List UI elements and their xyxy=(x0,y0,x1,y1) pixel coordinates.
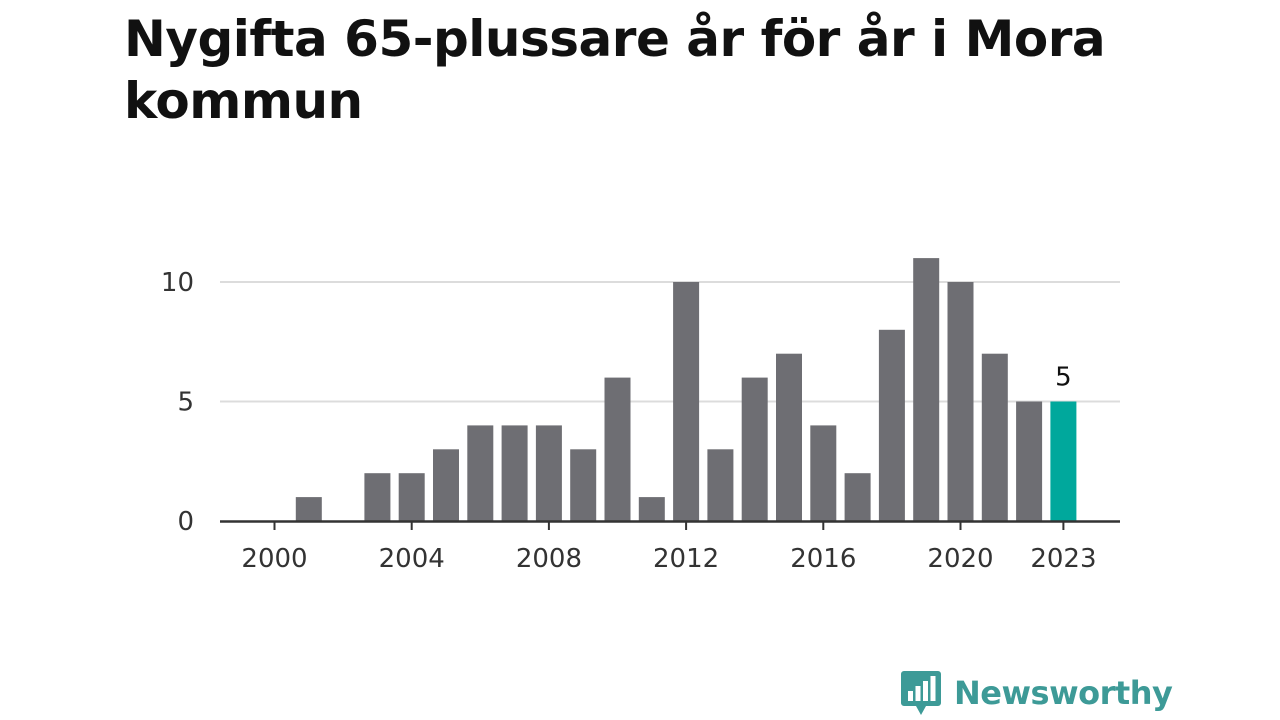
newsworthy-logo-icon xyxy=(901,671,941,715)
newsworthy-logo: Newsworthy xyxy=(900,668,1173,718)
bar xyxy=(364,473,391,521)
bar xyxy=(810,425,837,521)
bars xyxy=(295,258,1077,521)
axes xyxy=(220,520,1120,530)
bar xyxy=(673,282,700,521)
y-tick-label: 5 xyxy=(177,388,194,418)
bar xyxy=(741,377,768,521)
bar xyxy=(501,425,528,521)
bar xyxy=(604,377,631,521)
x-tick-label: 2016 xyxy=(790,544,856,574)
highlighted-bar xyxy=(1050,401,1077,521)
bar xyxy=(433,449,459,521)
bar xyxy=(707,449,734,521)
highlight-value-label: 5 xyxy=(1055,363,1072,393)
x-tick-label: 2020 xyxy=(927,544,993,574)
bar xyxy=(295,497,322,521)
y-tick-label: 10 xyxy=(161,268,194,298)
bar xyxy=(467,425,494,521)
x-tick-label: 2008 xyxy=(516,544,582,574)
bar xyxy=(913,258,940,521)
x-tick-label: 2012 xyxy=(653,544,719,574)
bar xyxy=(1016,401,1043,521)
x-tick-label: 2000 xyxy=(241,544,307,574)
bar xyxy=(535,425,562,521)
bar xyxy=(844,473,871,521)
bar xyxy=(398,473,425,521)
bar xyxy=(981,353,1008,521)
y-tick-label: 0 xyxy=(177,507,194,537)
x-tick-label: 2004 xyxy=(379,544,445,574)
bar xyxy=(638,497,665,521)
bar xyxy=(947,282,974,521)
x-tick-label: 2023 xyxy=(1030,544,1096,574)
brand-name: Newsworthy xyxy=(954,674,1173,712)
chart-title: Nygifta 65-plussare år för år i Mora kom… xyxy=(124,10,1106,130)
labels: 0 5 10 2000 2004 2008 2012 2016 2020 2023 5 xyxy=(161,268,1097,574)
bar xyxy=(776,353,802,521)
bar xyxy=(878,329,905,521)
bar xyxy=(570,449,597,521)
